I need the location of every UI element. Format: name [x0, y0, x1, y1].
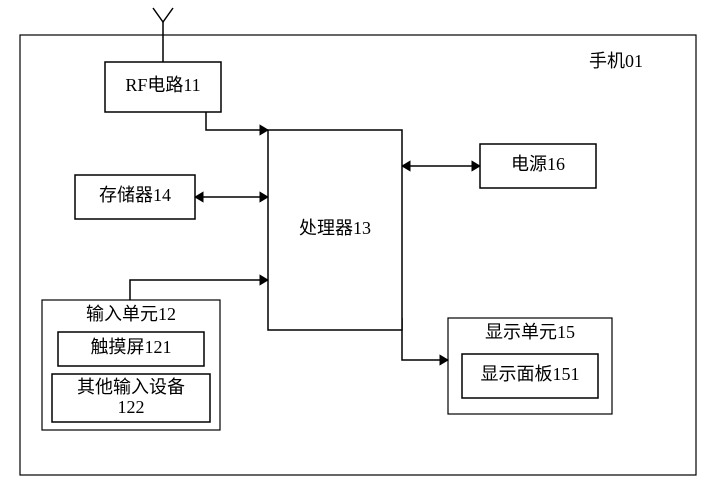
edge-input_unit-processor: [130, 280, 268, 300]
node-input-unit-label: 输入单元12: [86, 304, 176, 324]
node-rf-label: RF电路11: [125, 75, 200, 95]
node-other-input-label2: 122: [118, 397, 145, 417]
edge-processor-display_unit: [402, 318, 448, 360]
container-label: 手机01: [589, 51, 643, 71]
node-memory-label: 存储器14: [99, 185, 171, 205]
node-display-panel-label: 显示面板151: [481, 364, 580, 384]
node-power-label: 电源16: [511, 154, 565, 174]
node-other-input-label: 其他输入设备: [77, 377, 185, 397]
antenna-v-icon: [153, 8, 173, 22]
node-processor-label: 处理器13: [299, 218, 371, 238]
node-display-unit-label: 显示单元15: [485, 322, 575, 342]
node-touch-label: 触摸屏121: [91, 337, 172, 357]
